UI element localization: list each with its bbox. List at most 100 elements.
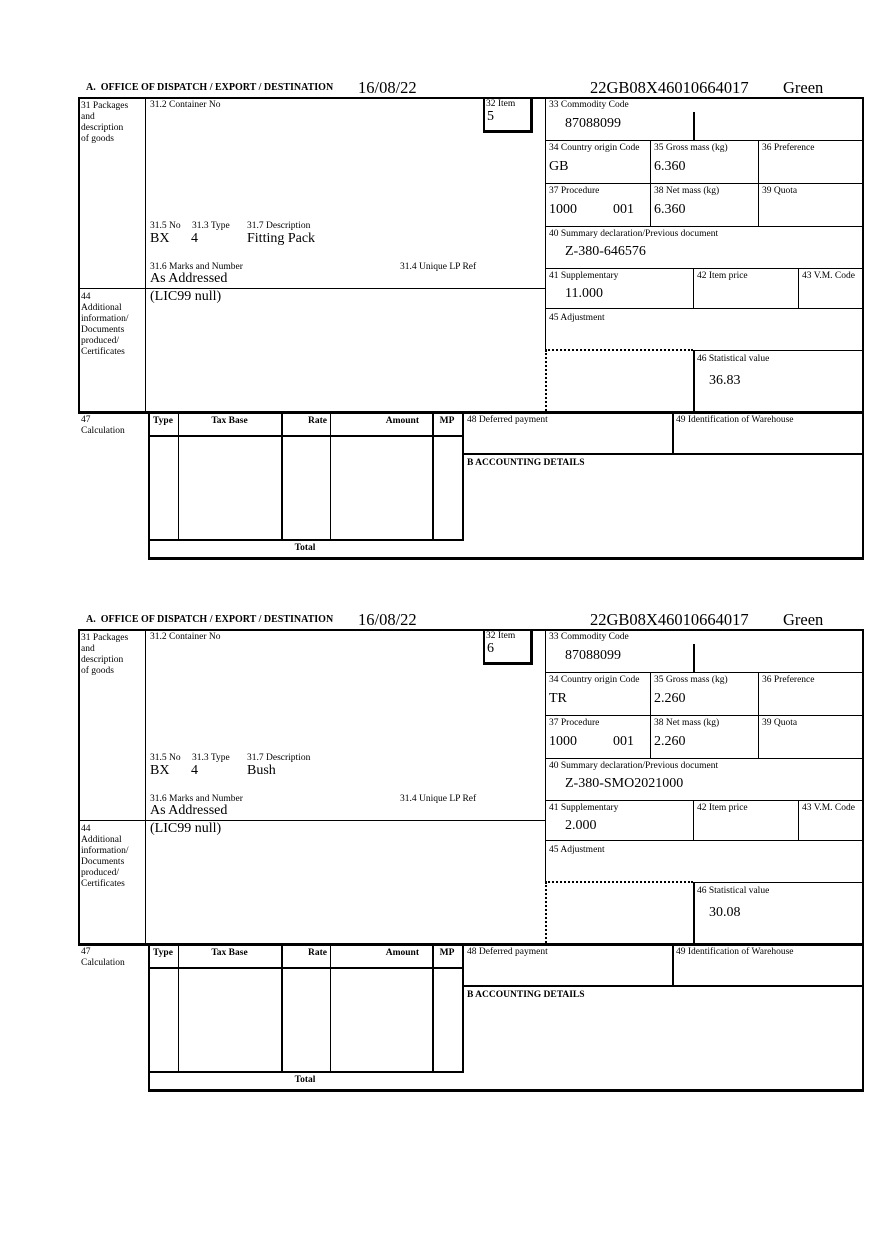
item-number-value: 6: [487, 641, 494, 656]
grid-line: [545, 715, 864, 716]
procedure-label: 37 Procedure: [549, 718, 600, 728]
grid-line: [78, 97, 864, 99]
grid-line: [330, 411, 331, 539]
gross-mass-value: 2.260: [654, 691, 686, 706]
package-description-label: 31.7 Description: [247, 753, 311, 763]
supplementary-value: 11.000: [565, 286, 603, 301]
grid-line: [178, 943, 179, 1071]
net-mass-value: 6.360: [654, 202, 686, 217]
previous-document-value: Z-380-SMO2021000: [565, 776, 684, 791]
grid-line: [330, 943, 331, 1071]
net-mass-label: 38 Net mass (kg): [654, 718, 720, 728]
grid-line: [758, 672, 759, 758]
col-rate-header: Rate: [308, 948, 327, 958]
country-origin-value: TR: [549, 691, 567, 706]
box47-label: 47 Calculation: [81, 415, 125, 436]
item-number-box: [483, 97, 533, 133]
grid-line: [545, 800, 864, 801]
grid-line: [78, 288, 546, 289]
routing-status: Green: [783, 78, 824, 97]
total-label: Total: [294, 1075, 316, 1085]
grid-line: [148, 943, 150, 1092]
grid-line: [148, 435, 464, 437]
grid-line: [862, 97, 864, 560]
grid-line: [78, 820, 546, 821]
grid-line: [432, 411, 434, 539]
grid-line: [545, 672, 864, 673]
package-no-label: 31.5 No: [150, 221, 181, 231]
commodity-code-separator: [693, 644, 695, 672]
dotted-divider: [545, 882, 547, 943]
grid-line: [432, 943, 434, 1071]
grid-line: [545, 183, 864, 184]
net-mass-value: 2.260: [654, 734, 686, 749]
procedure-extra-value: 001: [613, 734, 634, 749]
col-mp-header: MP: [439, 948, 455, 958]
thick-divider: [148, 557, 864, 560]
grid-line: [462, 985, 864, 987]
grid-line: [145, 629, 146, 943]
commodity-code-separator: [693, 112, 695, 140]
grid-line: [693, 350, 695, 411]
grid-line: [545, 268, 864, 269]
grid-line: [545, 840, 864, 841]
col-type-header: Type: [153, 416, 173, 426]
grid-line: [145, 97, 146, 411]
vm-code-label: 43 V.M. Code: [802, 803, 855, 813]
supplementary-label: 41 Supplementary: [549, 271, 619, 281]
item-label: 32 Item: [486, 631, 516, 641]
grid-line: [462, 943, 464, 1071]
unique-lp-ref-label: 31.4 Unique LP Ref: [400, 794, 477, 804]
grid-line: [545, 308, 864, 309]
routing-status: Green: [783, 610, 824, 629]
warehouse-id-label: 49 Identification of Warehouse: [676, 415, 794, 425]
col-type-header: Type: [153, 948, 173, 958]
box31-label: 31 Packages and description of goods: [81, 633, 129, 676]
grid-line: [672, 943, 674, 985]
adjustment-label: 45 Adjustment: [549, 845, 605, 855]
grid-line: [862, 629, 864, 1092]
grid-line: [545, 629, 546, 882]
grid-line: [78, 629, 80, 946]
marks-value: As Addressed: [150, 271, 228, 286]
item-price-label: 42 Item price: [697, 271, 748, 281]
grid-line: [462, 411, 464, 539]
accounting-details-label: B ACCOUNTING DETAILS: [467, 458, 585, 468]
previous-document-value: Z-380-646576: [565, 244, 646, 259]
package-no-value: BX: [150, 763, 170, 778]
grid-line: [281, 943, 283, 1071]
box31-label: 31 Packages and description of goods: [81, 101, 129, 144]
goods-description-value: Bush: [247, 763, 276, 778]
statistical-value-label: 46 Statistical value: [697, 354, 770, 364]
thick-divider: [78, 411, 864, 414]
package-type-label: 31.3 Type: [192, 753, 230, 763]
total-label: Total: [294, 543, 316, 553]
grid-line: [672, 411, 674, 453]
grid-line: [148, 967, 464, 969]
col-tax-base-header: Tax Base: [211, 948, 248, 958]
package-no-label: 31.5 No: [150, 753, 181, 763]
commodity-code-label: 33 Commodity Code: [549, 632, 629, 642]
warehouse-id-label: 49 Identification of Warehouse: [676, 947, 794, 957]
declaration-date: 16/08/22: [358, 78, 417, 97]
col-amount-header: Amount: [385, 416, 419, 426]
marks-number-label: 31.6 Marks and Number: [150, 262, 243, 272]
quota-label: 39 Quota: [762, 186, 798, 196]
declaration-date: 16/08/22: [358, 610, 417, 629]
grid-line: [78, 97, 80, 414]
container-no-label: 31.2 Container No: [150, 100, 221, 110]
commodity-code-label: 33 Commodity Code: [549, 100, 629, 110]
adjustment-label: 45 Adjustment: [549, 313, 605, 323]
supplementary-value: 2.000: [565, 818, 597, 833]
package-type-label: 31.3 Type: [192, 221, 230, 231]
statistical-value-label: 46 Statistical value: [697, 886, 770, 896]
procedure-label: 37 Procedure: [549, 186, 600, 196]
thick-divider: [78, 943, 864, 946]
item-number-value: 5: [487, 109, 494, 124]
col-rate-header: Rate: [308, 416, 327, 426]
office-of-dispatch-label: A. OFFICE OF DISPATCH / EXPORT / DESTINA…: [86, 82, 334, 93]
quota-label: 39 Quota: [762, 718, 798, 728]
grid-line: [148, 1071, 464, 1073]
gross-mass-value: 6.360: [654, 159, 686, 174]
grid-line: [693, 350, 864, 351]
